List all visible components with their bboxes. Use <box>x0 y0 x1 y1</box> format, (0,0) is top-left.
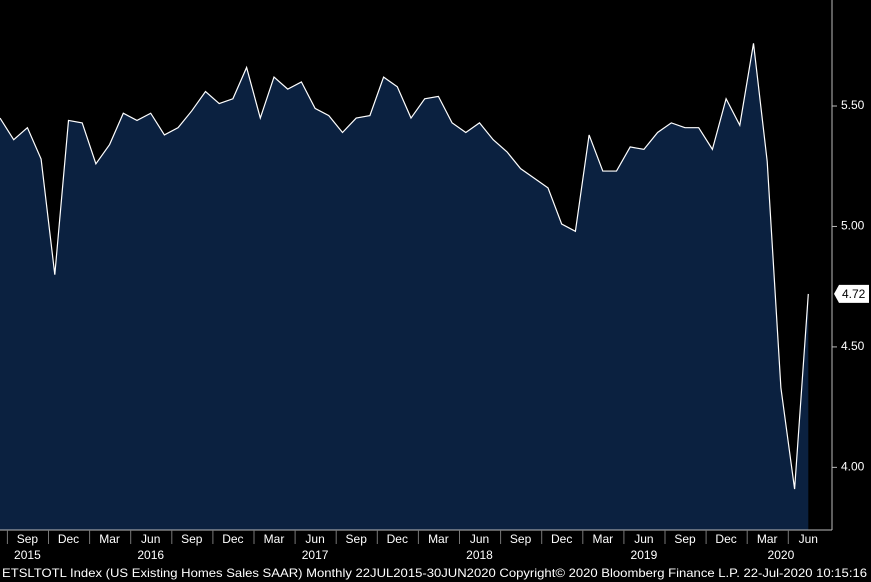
x-year-label: 2016 <box>137 548 164 562</box>
last-value-label: 4.72 <box>842 287 866 301</box>
y-tick-label: 4.00 <box>841 460 865 474</box>
x-tick-label: Sep <box>510 532 532 546</box>
x-tick-label: Dec <box>222 532 243 546</box>
x-tick-label: Sep <box>181 532 203 546</box>
x-tick-label: Mar <box>428 532 449 546</box>
x-tick-label: Dec <box>551 532 572 546</box>
y-tick-label: 4.50 <box>841 339 865 353</box>
x-tick-label: Mar <box>99 532 120 546</box>
x-tick-label: Dec <box>58 532 79 546</box>
x-tick-label: Mar <box>264 532 285 546</box>
x-tick-label: Jun <box>470 532 489 546</box>
footer: ETSLTOTL Index (US Existing Homes Sales … <box>2 566 867 580</box>
area <box>0 43 809 530</box>
x-tick-label: Jun <box>141 532 160 546</box>
x-year-label: 2018 <box>466 548 493 562</box>
y-tick-label: 5.50 <box>841 98 865 112</box>
last-value-box <box>834 284 869 303</box>
x-tick-label: Mar <box>757 532 778 546</box>
x-tick-label: Sep <box>674 532 696 546</box>
x-tick-label: Jun <box>305 532 324 546</box>
x-year-label: 2020 <box>768 548 795 562</box>
x-tick-label: Mar <box>592 532 613 546</box>
x-year-label: 2017 <box>302 548 329 562</box>
x-tick-label: Dec <box>715 532 736 546</box>
x-tick-label: Jun <box>634 532 653 546</box>
x-year-label: 2015 <box>14 548 41 562</box>
y-tick-label: 5.00 <box>841 219 865 233</box>
x-tick-label: Sep <box>346 532 368 546</box>
x-tick-label: Sep <box>17 532 39 546</box>
x-tick-label: Dec <box>387 532 408 546</box>
line <box>0 43 809 490</box>
x-tick-label: Jun <box>799 532 818 546</box>
x-year-label: 2019 <box>631 548 658 562</box>
